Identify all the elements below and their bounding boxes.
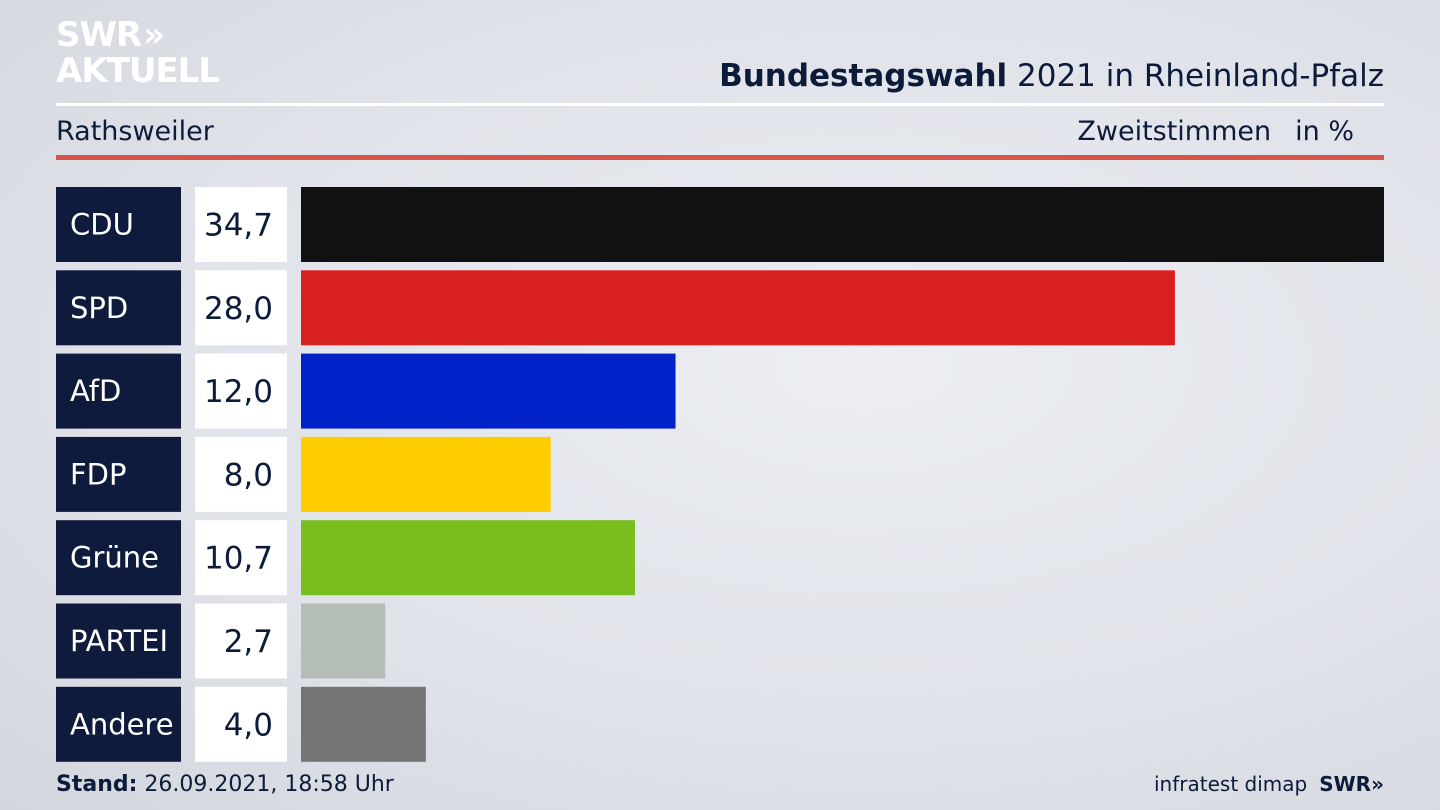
value-box-gr-ne — [195, 520, 287, 596]
value-label-cdu: 34,7 — [204, 208, 273, 244]
value-box-cdu — [195, 187, 287, 262]
unit-text: in % — [1295, 116, 1354, 147]
bar-fdp — [301, 436, 551, 512]
value-label-fdp: 8,0 — [224, 457, 273, 493]
timestamp: Stand: 26.09.2021, 18:58 Uhr — [56, 772, 394, 797]
value-box-andere — [195, 686, 287, 762]
footer-swr-logo: SWR» — [1319, 772, 1384, 796]
bar-spd — [301, 270, 1175, 346]
title-bold: Bundestagswahl — [719, 58, 1008, 94]
value-label-partei: 2,7 — [224, 624, 273, 660]
bar-gr-ne — [301, 520, 635, 596]
party-label-cdu: CDU — [70, 208, 134, 242]
logo-swr-text: SWR — [56, 15, 142, 55]
party-label-fdp: FDP — [70, 457, 127, 491]
stand-value: 26.09.2021, 18:58 Uhr — [137, 772, 394, 797]
value-box-spd — [195, 270, 287, 346]
logo-aktuell-text: AKTUELL — [56, 51, 220, 91]
stand-label: Stand: — [56, 772, 138, 797]
value-label-gr-ne: 10,7 — [204, 541, 273, 577]
accent-divider — [56, 155, 1384, 160]
source-credit: infratest dimap SWR» — [1154, 772, 1384, 796]
value-box-afd — [195, 353, 287, 429]
bar-cdu — [301, 187, 1384, 262]
party-label-partei: PARTEI — [70, 624, 168, 658]
party-label-box-gr-ne — [56, 520, 181, 596]
measure-label: Zweitstimmen in % — [1077, 116, 1354, 147]
bar-afd — [301, 353, 676, 429]
swr-aktuell-logo: SWR» AKTUELL — [56, 15, 220, 91]
location-label: Rathsweiler — [56, 116, 214, 147]
party-label-box-partei — [56, 603, 181, 679]
bar-andere — [301, 686, 426, 762]
header-divider — [56, 103, 1384, 106]
title-rest: 2021 in Rheinland-Pfalz — [1007, 58, 1384, 94]
bar-partei — [301, 603, 386, 679]
party-label-gr-ne: Grüne — [70, 541, 159, 575]
party-label-box-cdu — [56, 187, 181, 262]
chart-title: Bundestagswahl 2021 in Rheinland-Pfalz — [719, 58, 1384, 94]
party-label-box-afd — [56, 353, 181, 429]
party-label-box-andere — [56, 686, 181, 762]
value-label-spd: 28,0 — [204, 291, 273, 327]
value-box-fdp — [195, 436, 287, 512]
value-box-partei — [195, 603, 287, 679]
value-label-andere: 4,0 — [224, 707, 273, 743]
value-label-afd: 12,0 — [204, 374, 273, 410]
party-label-andere: Andere — [70, 707, 174, 741]
party-label-box-fdp — [56, 436, 181, 512]
party-label-spd: SPD — [70, 291, 128, 325]
party-label-box-spd — [56, 270, 181, 346]
source-text: infratest dimap — [1154, 772, 1308, 796]
measure-text: Zweitstimmen — [1077, 116, 1272, 147]
party-label-afd: AfD — [70, 374, 121, 408]
